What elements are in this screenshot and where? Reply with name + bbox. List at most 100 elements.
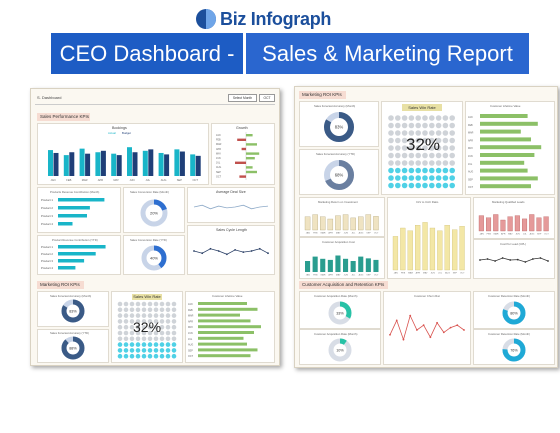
ret-ytd-card: Customer Retention Rate (Month) 76%: [473, 329, 555, 365]
win-rate-dot: [171, 336, 177, 342]
win-rate-dot: [147, 330, 153, 336]
win-rate-dot: [442, 115, 449, 121]
mql-bar: [500, 219, 506, 232]
mql-month-label: JAN: [480, 233, 485, 236]
churn-chart: [389, 314, 465, 341]
win-rate-dot: [408, 182, 415, 189]
win-rate-dot: [159, 348, 165, 353]
cpl-card: Cost Per Lead (CPL): [473, 239, 555, 279]
cycle-length-title: Sales Cycle Length: [216, 228, 247, 232]
r-lifetime-bar: [480, 121, 538, 126]
win-rate-dot: [153, 319, 159, 324]
win-rate-dot: [147, 307, 153, 313]
lifetime-label: APR: [188, 320, 193, 323]
win-rate-dot: [429, 160, 435, 166]
roi-month-label: AUG: [359, 232, 364, 235]
win-rate-dot: [123, 348, 129, 353]
bookings-month-label: JUL: [145, 178, 150, 182]
win-rate-dot: [117, 348, 123, 353]
month-select[interactable]: OCT: [259, 94, 275, 102]
product-month-label: Product 1: [41, 198, 53, 202]
sales-kpi-section: Sales Performance KPIs: [37, 113, 90, 121]
win-rate-dot: [422, 182, 428, 189]
ltv-cac-month-label: JUN: [431, 273, 436, 275]
conversion-ytd-title: Sales Conversion Rate (YTD): [130, 238, 167, 242]
r-forecast-ytd-value: 68%: [335, 173, 344, 178]
win-rate-dot: [422, 152, 428, 159]
win-rate-dot: [435, 122, 442, 129]
brand-name: Biz Infograph: [220, 8, 332, 29]
churn-point: [402, 338, 405, 341]
product-ytd-label: Product 2: [41, 252, 53, 256]
bookings-actual-bar: [190, 154, 196, 176]
win-rate-dot: [153, 324, 159, 330]
product-rev-month-card: Products Revenue Contribution (Month) Pr…: [37, 187, 121, 233]
forecast-month-donut: 83%: [61, 299, 85, 323]
product-month-bar: [58, 214, 87, 218]
win-rate-dot: [415, 160, 421, 166]
mql-month-label: OCT: [544, 234, 549, 236]
mql-title: Marketing Qualified Leads: [492, 200, 525, 204]
win-rate-dot: [171, 330, 177, 336]
roi-bar: [304, 216, 311, 231]
win-rate-dot: [388, 145, 394, 151]
win-rate-dot: [153, 342, 159, 347]
win-rate-dot: [401, 152, 408, 159]
roi-bar: [320, 216, 326, 231]
legend-budget: Budget: [122, 131, 131, 135]
roi-month-label: MAY: [336, 232, 341, 235]
win-rate-dot: [117, 313, 123, 318]
win-rate-dot: [442, 175, 449, 181]
cac-month-label: FEB: [313, 275, 318, 277]
bookings-month-label: APR: [98, 178, 103, 182]
win-rate-dot: [159, 353, 165, 359]
win-rate-dot: [165, 348, 171, 353]
churn-point: [463, 329, 465, 331]
growth-month-label: MAR: [216, 143, 222, 146]
cycle-point: [225, 253, 228, 256]
forecast-ytd-donut: 88%: [61, 336, 85, 360]
win-rate-dot: [117, 336, 123, 342]
roi-bar: [373, 216, 379, 231]
win-rate-dot: [147, 336, 153, 342]
win-rate-dot: [395, 137, 401, 144]
growth-month-label: APR: [216, 148, 221, 151]
ltv-cac-title: CLV to CAC Ratio: [416, 200, 439, 204]
win-rate-dot: [117, 353, 123, 359]
win-rate-dot: [408, 130, 415, 136]
churn-point: [395, 319, 398, 322]
win-rate-dot: [401, 160, 408, 166]
cpl-point: [479, 259, 481, 261]
ltv-cac-bar: [415, 225, 421, 271]
win-rate-dot: [408, 175, 415, 181]
cac-bar: [312, 256, 318, 272]
cac-month-label: JUN: [344, 275, 349, 277]
win-rate-dot: [165, 330, 171, 336]
mql-month-label: JUN: [515, 234, 520, 236]
roi-card: Marketing Return on Investment JAN FEB MAR…: [299, 197, 385, 237]
win-rate-dot: [159, 330, 165, 336]
product-month-label: Product 2: [41, 206, 53, 210]
cpl-point: [539, 257, 542, 259]
right-marketing-section: Marketing ROI KPIs: [299, 91, 346, 99]
select-month-button[interactable]: Select Month: [228, 94, 257, 102]
cac-month-label: APR: [328, 274, 333, 277]
cycle-point: [193, 250, 195, 252]
win-rate-dot: [442, 182, 449, 189]
win-rate-dot: [435, 137, 442, 144]
cac-month-label: JUL: [351, 275, 356, 277]
growth-bar: [246, 157, 255, 160]
ltv-cac-bar: [400, 227, 406, 271]
win-rate-dot: [141, 336, 147, 342]
r-lifetime-value-card: Customer Lifetime Value JAN FEB MAR APR MAY J…: [465, 101, 555, 195]
win-rate-dot: [147, 324, 153, 330]
win-rate-dot: [388, 115, 394, 121]
r-lifetime-label: AUG: [468, 171, 473, 174]
r-lifetime-label: FEB: [468, 124, 473, 127]
win-rate-dot: [388, 160, 394, 166]
bookings-actual-bar: [174, 149, 180, 176]
cac-bar: [373, 259, 379, 272]
r-lifetime-label: OCT: [468, 186, 474, 189]
ltv-cac-bar: [422, 222, 428, 271]
growth-bar: [246, 170, 257, 174]
